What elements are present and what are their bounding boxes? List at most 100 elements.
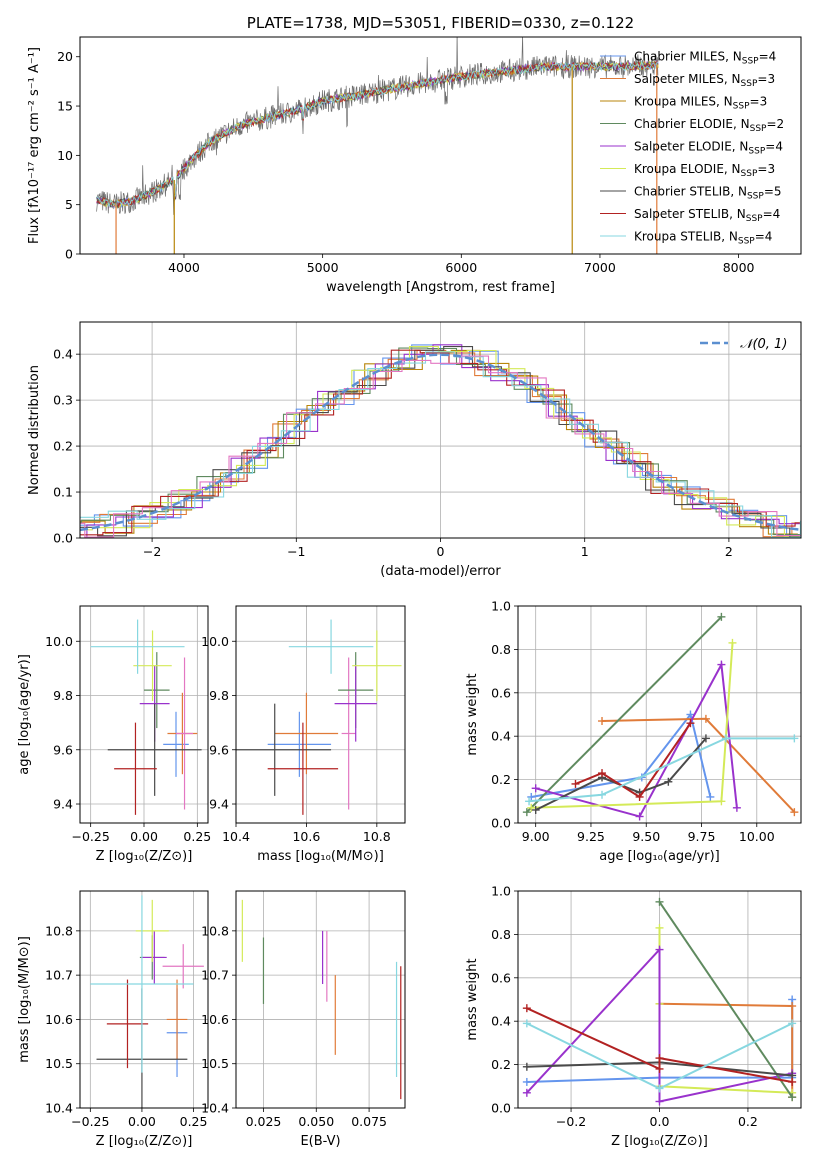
x-tick-label: −0.25: [72, 829, 110, 844]
histogram-step: [80, 344, 801, 538]
legend-subscript: SSP: [741, 169, 758, 179]
y-tick-label: 10.5: [201, 1056, 229, 1071]
mass_vs_Z-panel: −0.25 0.00 0.25 10.4 10.5 10.6 10.7 10.8 Z [log₁…: [17, 890, 209, 1149]
weight-series-line: [529, 737, 795, 803]
y-axis-label: Flux [fλ10⁻¹⁷ erg cm⁻² s⁻¹ A⁻¹]: [27, 47, 42, 244]
legend-entry: Kroupa STELIB, NSSP=4: [634, 230, 772, 247]
x-tick-label: 0.25: [183, 829, 211, 844]
y-tick-label: 0.2: [53, 439, 73, 454]
age_vs_mass-panel: 10.4 10.6 10.8 9.4 9.6 9.8 10.0 mass [log₁₀(M/M…: [201, 605, 406, 864]
x-axis-label: Z [log₁₀(Z/Z⊙)]: [96, 849, 193, 864]
y-tick-label: 0.4: [53, 347, 73, 362]
legend-entry: Chabrier ELODIE, NSSP=2: [634, 117, 784, 134]
y-tick-label: 10.6: [201, 1012, 229, 1027]
legend-subscript: SSP: [738, 237, 755, 247]
x-tick-label: −0.2: [556, 1114, 586, 1129]
error-bars: [90, 895, 204, 1108]
legend-subscript: SSP: [741, 79, 758, 89]
axes-frame: [79, 321, 802, 539]
legend-nssp: =3: [750, 95, 768, 109]
x-tick-label: 9.25: [577, 829, 605, 844]
legend-entry: Chabrier STELIB, NSSP=5: [634, 185, 782, 202]
legend-entry: Kroupa ELODIE, NSSP=3: [634, 162, 775, 179]
legend-nssp: =4: [765, 140, 783, 154]
y-tick-label: 1.0: [491, 599, 511, 614]
axes-frame: [517, 605, 802, 824]
y-tick-label: 10.4: [45, 1101, 73, 1116]
y-tick-label: 9.8: [53, 688, 73, 703]
x-axis-label: E(B-V): [300, 1134, 340, 1149]
legend-subscript: SSP: [733, 102, 750, 112]
axes-frame: [79, 36, 802, 255]
y-tick-label: 0.8: [491, 927, 511, 942]
weight-series-line: [526, 616, 723, 813]
y-tick-label: 0.4: [491, 1014, 511, 1029]
legend-entry: Salpeter MILES, NSSP=3: [634, 72, 775, 89]
y-tick-label: 0.0: [491, 1101, 511, 1116]
legend-entry: Salpeter STELIB, NSSP=4: [634, 207, 780, 224]
weight-series-line: [526, 1007, 793, 1083]
legend-subscript: SSP: [742, 57, 759, 67]
weight-series-line: [575, 722, 692, 799]
error-bars: [90, 619, 202, 815]
age_vs_Z-panel: −0.25 0.00 0.25 9.4 9.6 9.8 10.0 Z [log₁₀(Z/Z⊙)…: [17, 605, 211, 864]
y-tick-label: 9.4: [209, 797, 229, 812]
residuals-panel: −2 −1 0 1 2 0.0 0.1 0.2 0.3 0.4 (data-model)/error…: [27, 321, 802, 579]
x-tick-label: 2: [725, 544, 733, 559]
spectrum-data-line: [96, 37, 659, 215]
x-tick-label: 0.050: [298, 1114, 334, 1129]
y-tick-label: 0.2: [491, 1057, 511, 1072]
weight-series-line: [531, 642, 734, 809]
y-tick-label: 0.2: [491, 772, 511, 787]
y-tick-label: 10.4: [201, 1101, 229, 1116]
y-tick-label: 0.3: [53, 393, 73, 408]
y-tick-label: 10.7: [201, 968, 229, 983]
y-axis-label: mass [log₁₀(M/M⊙)]: [17, 936, 32, 1063]
y-tick-label: 9.8: [209, 688, 229, 703]
weight-lines: [522, 612, 799, 821]
weight-series-line: [526, 947, 793, 1103]
legend-entry: Salpeter ELODIE, NSSP=4: [634, 140, 783, 157]
y-tick-label: 0.4: [491, 729, 511, 744]
axes-frame: [235, 605, 406, 824]
x-tick-label: 4000: [168, 260, 200, 275]
weight_vs_age-panel: 9.00 9.25 9.50 9.75 10.00 0.0 0.2 0.4 0.6 0.8 1.0 a…: [465, 599, 802, 864]
x-tick-label: 0.025: [246, 1114, 282, 1129]
legend-entry: Chabrier MILES, NSSP=4: [634, 50, 776, 67]
mass_vs_ebv-panel: 0.025 0.050 0.075 10.4 10.5 10.6 10.7 10.8 E(B-V…: [201, 890, 406, 1149]
y-tick-label: 15: [57, 99, 73, 114]
x-tick-label: 10.00: [739, 829, 775, 844]
x-tick-label: 9.00: [522, 829, 550, 844]
legend-nssp: =4: [755, 230, 773, 244]
spectrum-lines: [96, 37, 659, 254]
x-axis-label: age [log₁₀(age/yr)]: [599, 849, 720, 864]
x-tick-label: 0.0: [650, 1114, 670, 1129]
legend-nssp: =3: [757, 72, 775, 86]
y-tick-label: 10.0: [45, 634, 73, 649]
legend-nssp: =5: [764, 185, 782, 199]
y-tick-label: 10.8: [45, 923, 73, 938]
x-tick-label: 7000: [584, 260, 616, 275]
x-tick-label: 8000: [723, 260, 755, 275]
y-tick-label: 10: [57, 148, 73, 163]
normal-curve: [80, 353, 801, 532]
y-tick-label: 5: [65, 197, 73, 212]
y-tick-label: 0: [65, 247, 73, 262]
legend-subscript: SSP: [750, 124, 767, 134]
y-tick-label: 0.6: [491, 685, 511, 700]
y-tick-label: 0.0: [53, 531, 73, 546]
y-tick-label: 20: [57, 49, 73, 64]
axes-frame: [235, 890, 406, 1109]
error-bars: [236, 619, 402, 815]
histogram-step: [80, 349, 801, 536]
x-tick-label: 0: [437, 544, 445, 559]
x-tick-label: −1: [287, 544, 305, 559]
model-line-kroupa-stelib: [96, 60, 659, 210]
y-tick-label: 0.1: [53, 485, 73, 500]
y-tick-label: 10.7: [45, 968, 73, 983]
x-tick-label: 0.25: [180, 1114, 208, 1129]
y-tick-label: 9.6: [53, 742, 73, 757]
y-axis-label: mass weight: [465, 958, 480, 1040]
legend-entry: 𝒩(0, 1): [740, 337, 787, 352]
x-tick-label: 9.50: [632, 829, 660, 844]
